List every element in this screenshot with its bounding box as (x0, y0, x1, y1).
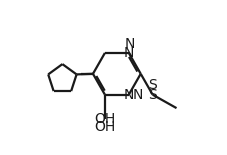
Text: N: N (124, 37, 134, 51)
Text: N: N (123, 88, 133, 102)
Text: S: S (148, 88, 156, 102)
Text: OH: OH (94, 112, 115, 126)
Bar (148, 90, 156, 99)
Text: N: N (123, 46, 133, 60)
Text: OH: OH (94, 120, 115, 134)
Text: N: N (132, 89, 142, 102)
Text: S: S (148, 78, 156, 92)
Bar (99, 114, 110, 123)
Bar (124, 90, 132, 99)
Bar (124, 48, 132, 57)
